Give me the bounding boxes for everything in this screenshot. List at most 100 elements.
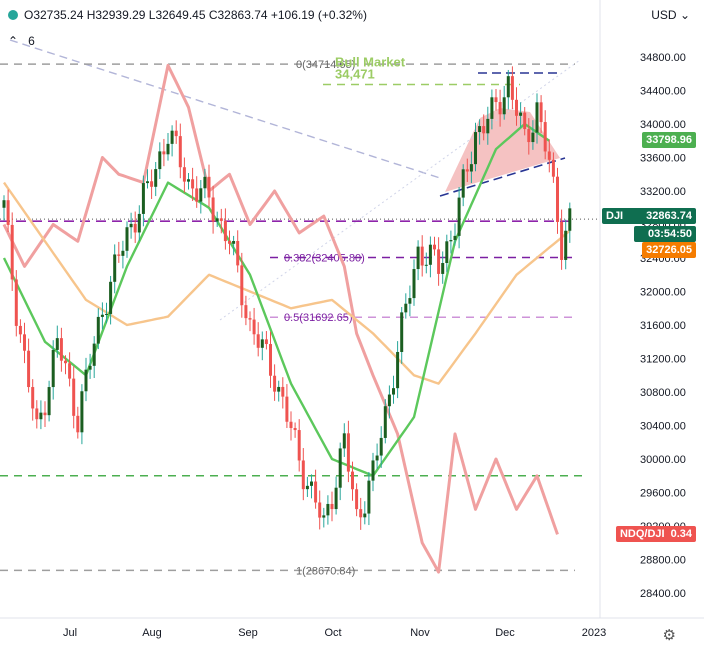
- candle-body: [195, 188, 199, 202]
- candle-body: [564, 230, 568, 260]
- y-tick-label: 34000.00: [640, 119, 686, 131]
- candle-body: [35, 408, 39, 420]
- candle-body: [96, 316, 100, 344]
- candle-body: [535, 102, 539, 133]
- candle-body: [531, 132, 535, 143]
- candle-body: [260, 339, 264, 348]
- candle-body: [351, 471, 354, 490]
- candle-body: [228, 241, 231, 244]
- fib-level-label: 1(28670.84): [296, 565, 355, 577]
- candle-body: [281, 386, 285, 397]
- countdown-tag: 03:54:50: [634, 226, 696, 242]
- candle-body: [515, 99, 518, 116]
- fib-diagonal: [219, 59, 581, 321]
- candle-body: [236, 240, 240, 266]
- candle-body: [92, 343, 96, 366]
- candle-body: [264, 339, 268, 345]
- candle-body: [269, 344, 272, 376]
- ohlc-values: O32735.24 H32939.29 L32649.45 C32863.74 …: [24, 8, 367, 22]
- candle-body: [162, 151, 166, 155]
- candle-body: [326, 503, 330, 516]
- candle-body: [539, 102, 543, 123]
- candle-body: [494, 97, 498, 103]
- candle-body: [301, 460, 305, 490]
- candle-body: [76, 415, 80, 433]
- candle-body: [338, 448, 342, 488]
- candle-body: [355, 489, 359, 510]
- candle-body: [203, 176, 207, 189]
- candle-body: [330, 503, 334, 510]
- candle-body: [207, 176, 211, 198]
- candle-body: [23, 334, 26, 351]
- candle-body: [547, 151, 551, 160]
- candle-body: [285, 396, 289, 422]
- ratio-value: 0.34: [670, 528, 692, 540]
- ratio-series-line: [2, 63, 559, 574]
- candle-body: [297, 430, 301, 461]
- candle-body: [371, 460, 375, 481]
- candle-body: [113, 254, 117, 282]
- annotation-text: 34,471: [335, 67, 375, 82]
- dji-label: DJI: [606, 210, 624, 222]
- candle-body: [100, 314, 104, 317]
- dji-price-tag: DJI 32863.74: [602, 208, 696, 224]
- candle-body: [178, 136, 182, 168]
- candle-body: [174, 130, 178, 137]
- chevron-up-icon[interactable]: ⌃: [8, 34, 19, 48]
- candle-body: [498, 102, 502, 115]
- candle-body: [478, 126, 482, 133]
- y-tick-label: 28800.00: [640, 555, 686, 567]
- candle-body: [18, 325, 22, 335]
- candle-body: [39, 412, 43, 420]
- candle-body: [506, 76, 510, 98]
- sma-slow-line: [3, 181, 571, 385]
- candle-body: [80, 391, 84, 433]
- candle-body: [248, 318, 252, 320]
- candle-body: [88, 365, 92, 370]
- candle-body: [252, 319, 256, 335]
- candle-body: [424, 264, 428, 266]
- candle-body: [64, 360, 67, 364]
- candle-body: [133, 223, 137, 233]
- candle-body: [293, 428, 297, 431]
- candle-body: [396, 351, 400, 389]
- candle-body: [560, 221, 564, 260]
- candle-body: [59, 338, 63, 361]
- candle-body: [367, 480, 371, 514]
- candle-body: [137, 213, 141, 233]
- candle-body: [441, 262, 445, 274]
- candle-body: [10, 224, 14, 280]
- candle-body: [465, 169, 469, 172]
- candle-body: [199, 188, 203, 202]
- candle-body: [490, 97, 494, 119]
- candle-body: [457, 197, 461, 236]
- candle-body: [404, 303, 408, 313]
- candle-body: [449, 240, 453, 242]
- candle-body: [141, 183, 145, 214]
- x-tick-label: Sep: [238, 627, 258, 639]
- candle-body: [482, 126, 486, 134]
- candle-body: [232, 240, 236, 244]
- candle-body: [305, 485, 309, 490]
- trendline-down: [9, 39, 441, 179]
- candle-body: [469, 164, 473, 172]
- fib-level-label: 0.382(32405.80): [284, 253, 365, 265]
- gear-icon[interactable]: ⚙: [662, 627, 676, 644]
- candle-body: [383, 406, 387, 438]
- sma-fast-tag: 33798.96: [642, 132, 696, 148]
- candle-body: [158, 151, 162, 170]
- candle-body: [109, 281, 113, 314]
- candle-body: [47, 387, 51, 416]
- fib-level-label: 0.5(31692.65): [284, 312, 353, 324]
- currency-selector[interactable]: USD ⌄: [651, 8, 690, 22]
- candle-body: [55, 338, 59, 350]
- candle-body: [51, 349, 55, 388]
- candle-body: [437, 249, 441, 274]
- candle-body: [400, 312, 404, 352]
- candle-body: [6, 200, 10, 225]
- candle-body: [125, 227, 129, 251]
- indicator-toggle[interactable]: ⌃ 6: [8, 34, 35, 48]
- currency-label: USD: [651, 8, 677, 22]
- x-tick-label: Oct: [324, 627, 341, 639]
